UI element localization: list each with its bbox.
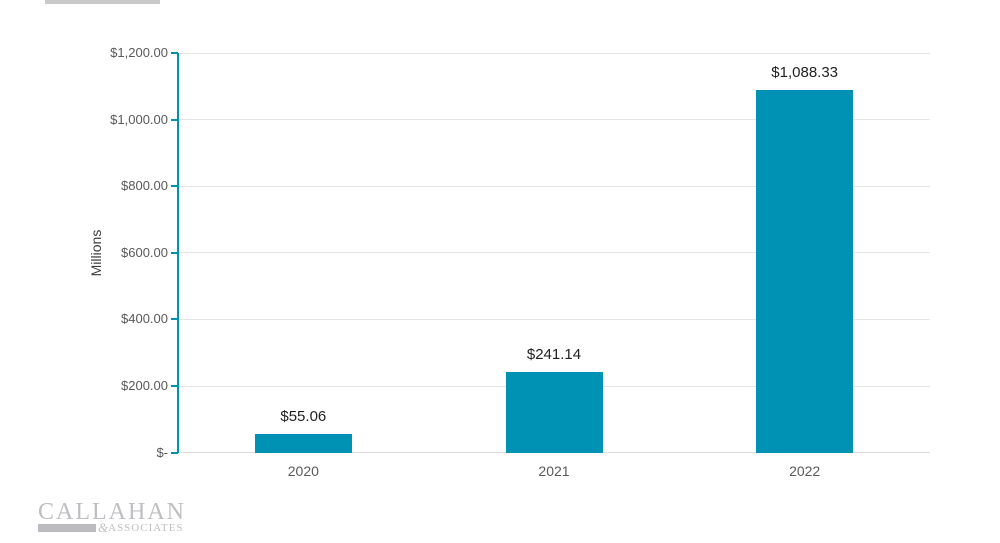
gridline (178, 318, 930, 320)
y-tick-label: $1,000.00 (110, 111, 168, 127)
y-axis-tick (171, 118, 178, 121)
gridline (178, 252, 930, 254)
y-tick-label: $1,200.00 (110, 45, 168, 60)
logo-subline: & ASSOCIATES (38, 520, 186, 535)
callahan-logo: CALLAHAN & ASSOCIATES (38, 499, 186, 535)
bar-value-label: $55.06 (280, 408, 327, 426)
y-axis-line (177, 53, 179, 453)
y-tick-label: $800.00 (121, 178, 168, 194)
logo-ampersand: & (98, 520, 109, 535)
x-axis-baseline (178, 452, 930, 454)
logo-associates: ASSOCIATES (108, 522, 184, 534)
bar-2021 (505, 372, 603, 453)
logo-wordmark: CALLAHAN (38, 499, 186, 525)
gridline (178, 185, 930, 187)
cropped-element-fragment (45, 0, 160, 4)
y-tick-label: $400.00 (121, 311, 168, 327)
y-axis-tick (171, 385, 178, 388)
x-category-label: 2020 (287, 462, 319, 479)
y-tick-label: $200.00 (121, 378, 168, 394)
gridline (178, 52, 930, 54)
y-axis-tick (171, 451, 178, 454)
y-tick-label: $600.00 (121, 244, 168, 260)
y-axis-tick (171, 52, 178, 54)
bar-value-label: $1,088.33 (771, 64, 839, 82)
gridline (178, 119, 930, 121)
y-tick-label: $- (156, 444, 168, 460)
bar-2022 (756, 90, 854, 453)
y-axis-tick (171, 185, 178, 188)
x-category-label: 2021 (538, 462, 570, 479)
y-axis-tick (171, 318, 178, 321)
bar-2020 (254, 434, 352, 453)
x-category-label: 2022 (789, 462, 821, 479)
bar-value-label: $241.14 (526, 346, 582, 364)
logo-bar (38, 524, 96, 532)
y-axis-tick (171, 251, 178, 254)
